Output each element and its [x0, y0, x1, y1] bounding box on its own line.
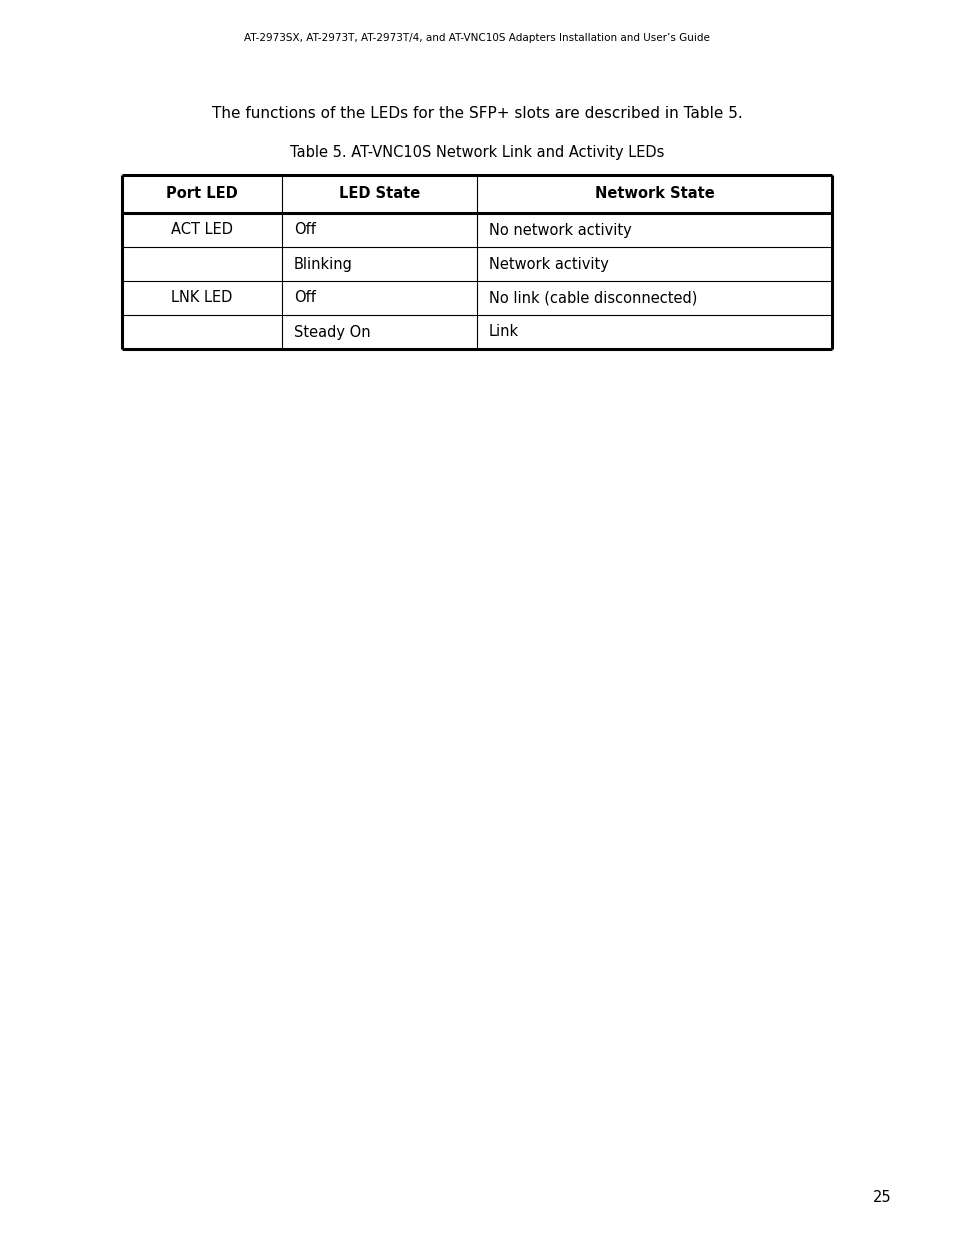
- Text: LNK LED: LNK LED: [172, 290, 233, 305]
- Text: Network activity: Network activity: [489, 257, 608, 272]
- Text: Link: Link: [489, 325, 518, 340]
- Text: Blinking: Blinking: [294, 257, 353, 272]
- Text: Port LED: Port LED: [166, 186, 237, 201]
- Text: AT-2973SX, AT-2973T, AT-2973T/4, and AT-VNC10S Adapters Installation and User’s : AT-2973SX, AT-2973T, AT-2973T/4, and AT-…: [244, 33, 709, 43]
- Text: Steady On: Steady On: [294, 325, 370, 340]
- Text: Network State: Network State: [594, 186, 714, 201]
- Text: No link (cable disconnected): No link (cable disconnected): [489, 290, 697, 305]
- Text: The functions of the LEDs for the SFP+ slots are described in Table 5.: The functions of the LEDs for the SFP+ s…: [212, 105, 741, 121]
- Text: No network activity: No network activity: [489, 222, 631, 237]
- Text: Off: Off: [294, 222, 315, 237]
- Text: Table 5. AT-VNC10S Network Link and Activity LEDs: Table 5. AT-VNC10S Network Link and Acti…: [290, 146, 663, 161]
- Text: LED State: LED State: [338, 186, 419, 201]
- Text: 25: 25: [872, 1189, 890, 1204]
- Text: Off: Off: [294, 290, 315, 305]
- Text: ACT LED: ACT LED: [171, 222, 233, 237]
